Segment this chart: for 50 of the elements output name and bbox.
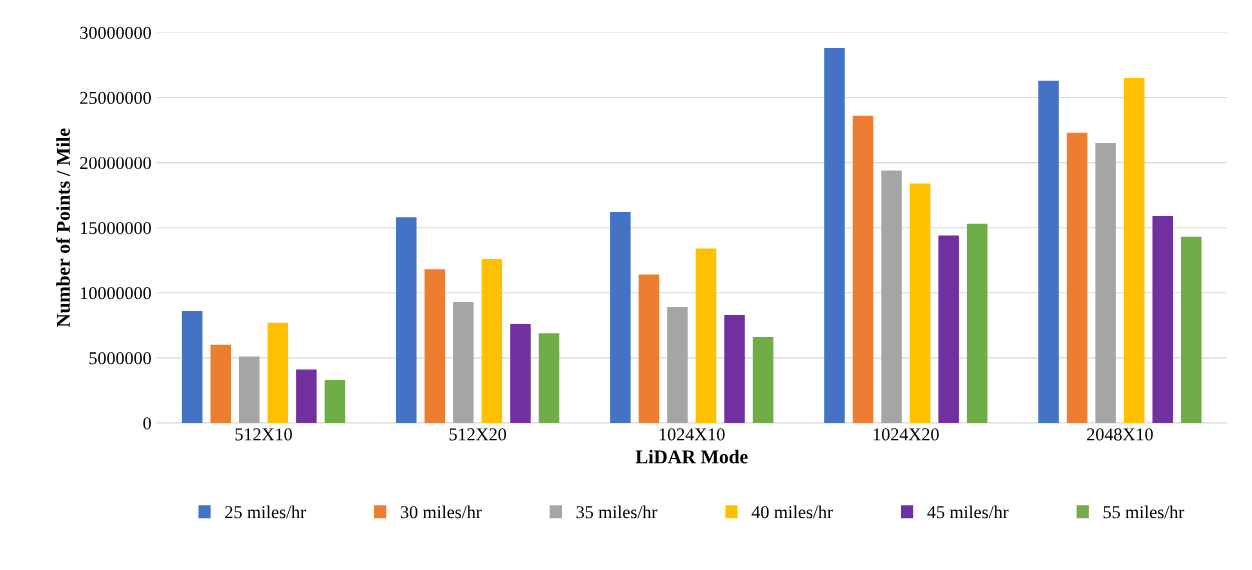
- bar: [481, 258, 503, 423]
- bar: [324, 379, 346, 423]
- x-axis-title: LiDAR Mode: [635, 449, 748, 464]
- x-tick-label: 1024X20: [873, 428, 939, 441]
- x-tick-label: 512X20: [449, 428, 507, 441]
- bar: [1152, 216, 1174, 423]
- bar: [610, 212, 631, 423]
- bar: [1038, 80, 1059, 423]
- bar: [695, 248, 717, 423]
- legend-label: 30 miles/hr: [400, 505, 482, 519]
- legend-label: 35 miles/hr: [576, 505, 658, 519]
- bar: [909, 183, 931, 423]
- y-tick-label: 5000000: [89, 352, 151, 365]
- bar: [1066, 132, 1088, 423]
- bar: [424, 269, 446, 423]
- bar: [852, 115, 874, 423]
- bar: [881, 170, 902, 423]
- x-tick-label: 1024X10: [659, 428, 725, 441]
- y-tick-label: 30000000: [80, 26, 151, 39]
- bar: [1123, 78, 1145, 423]
- bar: [667, 307, 688, 423]
- bar: [1095, 143, 1116, 423]
- legend-label: 55 miles/hr: [1103, 505, 1185, 519]
- bar: [752, 337, 774, 423]
- y-tick-label: 20000000: [80, 156, 151, 170]
- bar: [210, 344, 231, 423]
- bar: [1181, 236, 1202, 423]
- y-tick-label: 25000000: [80, 91, 151, 105]
- x-tick-label: 512X10: [235, 428, 292, 441]
- bar: [724, 314, 745, 423]
- bar: [538, 333, 560, 423]
- bar: [181, 311, 203, 423]
- y-tick-label: 0: [143, 417, 151, 430]
- bar: [396, 217, 417, 423]
- legend-label: 25 miles/hr: [225, 505, 306, 519]
- bar: [638, 274, 660, 423]
- legend-label: 45 miles/hr: [927, 505, 1009, 519]
- bar: [510, 324, 531, 423]
- legend-label: 40 miles/hr: [751, 505, 833, 519]
- x-tick-label: 2048X10: [1087, 428, 1153, 441]
- y-axis-title: Number of Points / Mile: [56, 128, 70, 328]
- bar: [453, 301, 474, 423]
- bar: [239, 356, 260, 423]
- bar: [938, 235, 959, 423]
- y-tick-label: 15000000: [81, 221, 151, 235]
- y-tick-label: 10000000: [81, 287, 151, 300]
- bar: [296, 369, 317, 423]
- bar: [267, 322, 289, 423]
- bar: [966, 223, 988, 423]
- bar: [824, 48, 845, 423]
